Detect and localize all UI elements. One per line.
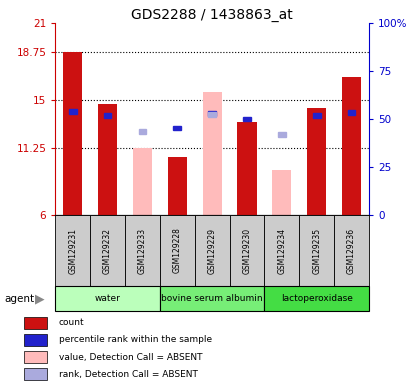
Text: GSM129235: GSM129235 <box>312 227 320 274</box>
Bar <box>24 317 47 329</box>
Text: GSM129234: GSM129234 <box>277 227 285 274</box>
Bar <box>103 113 111 118</box>
Bar <box>98 104 117 215</box>
Text: lactoperoxidase: lactoperoxidase <box>280 294 352 303</box>
Bar <box>312 113 320 118</box>
Text: count: count <box>58 318 84 328</box>
Bar <box>173 126 181 131</box>
Text: agent: agent <box>4 294 34 304</box>
Bar <box>277 132 285 137</box>
Bar <box>160 215 194 286</box>
Bar <box>208 112 216 117</box>
Bar <box>125 215 160 286</box>
Bar <box>333 215 368 286</box>
Bar <box>202 92 221 215</box>
Bar <box>264 215 299 286</box>
Bar <box>341 77 360 215</box>
Bar <box>229 215 264 286</box>
Text: rank, Detection Call = ABSENT: rank, Detection Call = ABSENT <box>58 369 197 379</box>
Text: ▶: ▶ <box>35 292 44 305</box>
Text: percentile rank within the sample: percentile rank within the sample <box>58 336 211 344</box>
Text: GSM129236: GSM129236 <box>346 227 355 274</box>
Bar <box>55 215 90 286</box>
Bar <box>243 117 250 121</box>
Text: GSM129233: GSM129233 <box>138 227 146 274</box>
Bar <box>24 351 47 362</box>
Bar <box>272 170 291 215</box>
Text: GSM129230: GSM129230 <box>242 227 251 274</box>
Bar <box>63 52 82 215</box>
Bar <box>90 215 125 286</box>
Bar <box>208 111 216 116</box>
Text: bovine serum albumin: bovine serum albumin <box>161 294 262 303</box>
Text: GSM129231: GSM129231 <box>68 228 77 273</box>
Text: value, Detection Call = ABSENT: value, Detection Call = ABSENT <box>58 353 202 361</box>
Bar <box>133 149 152 215</box>
Bar <box>160 286 264 311</box>
Text: GSM129232: GSM129232 <box>103 228 112 273</box>
Bar <box>69 109 76 114</box>
Bar <box>55 286 160 311</box>
Bar <box>138 129 146 134</box>
Text: water: water <box>94 294 120 303</box>
Bar <box>24 368 47 380</box>
Text: GSM129228: GSM129228 <box>173 228 181 273</box>
Bar <box>237 122 256 215</box>
Bar <box>24 334 47 346</box>
Bar <box>264 286 368 311</box>
Bar <box>299 215 333 286</box>
Bar <box>306 108 326 215</box>
Bar <box>347 110 355 115</box>
Text: GSM129229: GSM129229 <box>207 228 216 273</box>
Bar <box>167 157 187 215</box>
Title: GDS2288 / 1438863_at: GDS2288 / 1438863_at <box>131 8 292 22</box>
Bar <box>194 215 229 286</box>
